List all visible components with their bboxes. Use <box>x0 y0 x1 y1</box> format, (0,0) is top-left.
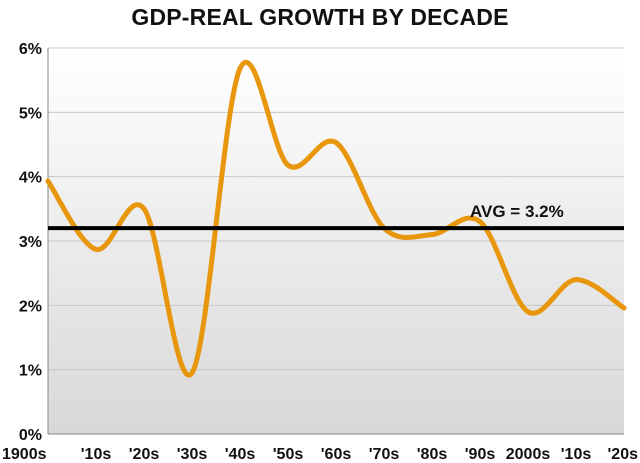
x-tick-label: '50s <box>273 446 304 463</box>
x-tick-label: '10s <box>561 446 592 463</box>
y-tick-label: 2% <box>19 298 42 315</box>
x-tick-label: '10s <box>81 446 112 463</box>
x-tick-label: '20s <box>129 446 160 463</box>
y-tick-label: 5% <box>19 105 42 122</box>
chart-title: GDP-REAL GROWTH BY DECADE <box>131 4 509 30</box>
growth-data-point <box>45 178 51 184</box>
x-tick-label: '90s <box>465 446 496 463</box>
x-tick-label: '70s <box>369 446 400 463</box>
y-tick-label: 1% <box>19 363 42 380</box>
x-tick-label: '20s <box>608 446 639 463</box>
growth-data-point <box>573 277 579 283</box>
x-tick-label: '80s <box>417 446 448 463</box>
growth-data-point <box>525 309 531 315</box>
x-tick-label: '40s <box>225 446 256 463</box>
growth-data-point <box>429 232 435 238</box>
growth-data-point <box>93 246 99 252</box>
y-tick-label: 0% <box>19 427 42 444</box>
growth-data-point <box>477 219 483 225</box>
growth-data-point <box>621 305 627 311</box>
x-tick-label: 2000s <box>506 446 551 463</box>
y-tick-label: 3% <box>19 234 42 251</box>
average-label: AVG = 3.2% <box>470 202 564 221</box>
growth-data-point <box>237 66 243 72</box>
growth-data-point <box>189 370 195 376</box>
growth-data-point <box>285 162 291 168</box>
growth-data-point <box>333 140 339 146</box>
x-tick-label: '60s <box>321 446 352 463</box>
y-tick-label: 4% <box>19 170 42 187</box>
x-tick-label: '30s <box>177 446 208 463</box>
growth-data-point <box>141 206 147 212</box>
x-tick-label: 1900s <box>2 446 47 463</box>
y-tick-label: 6% <box>19 41 42 58</box>
